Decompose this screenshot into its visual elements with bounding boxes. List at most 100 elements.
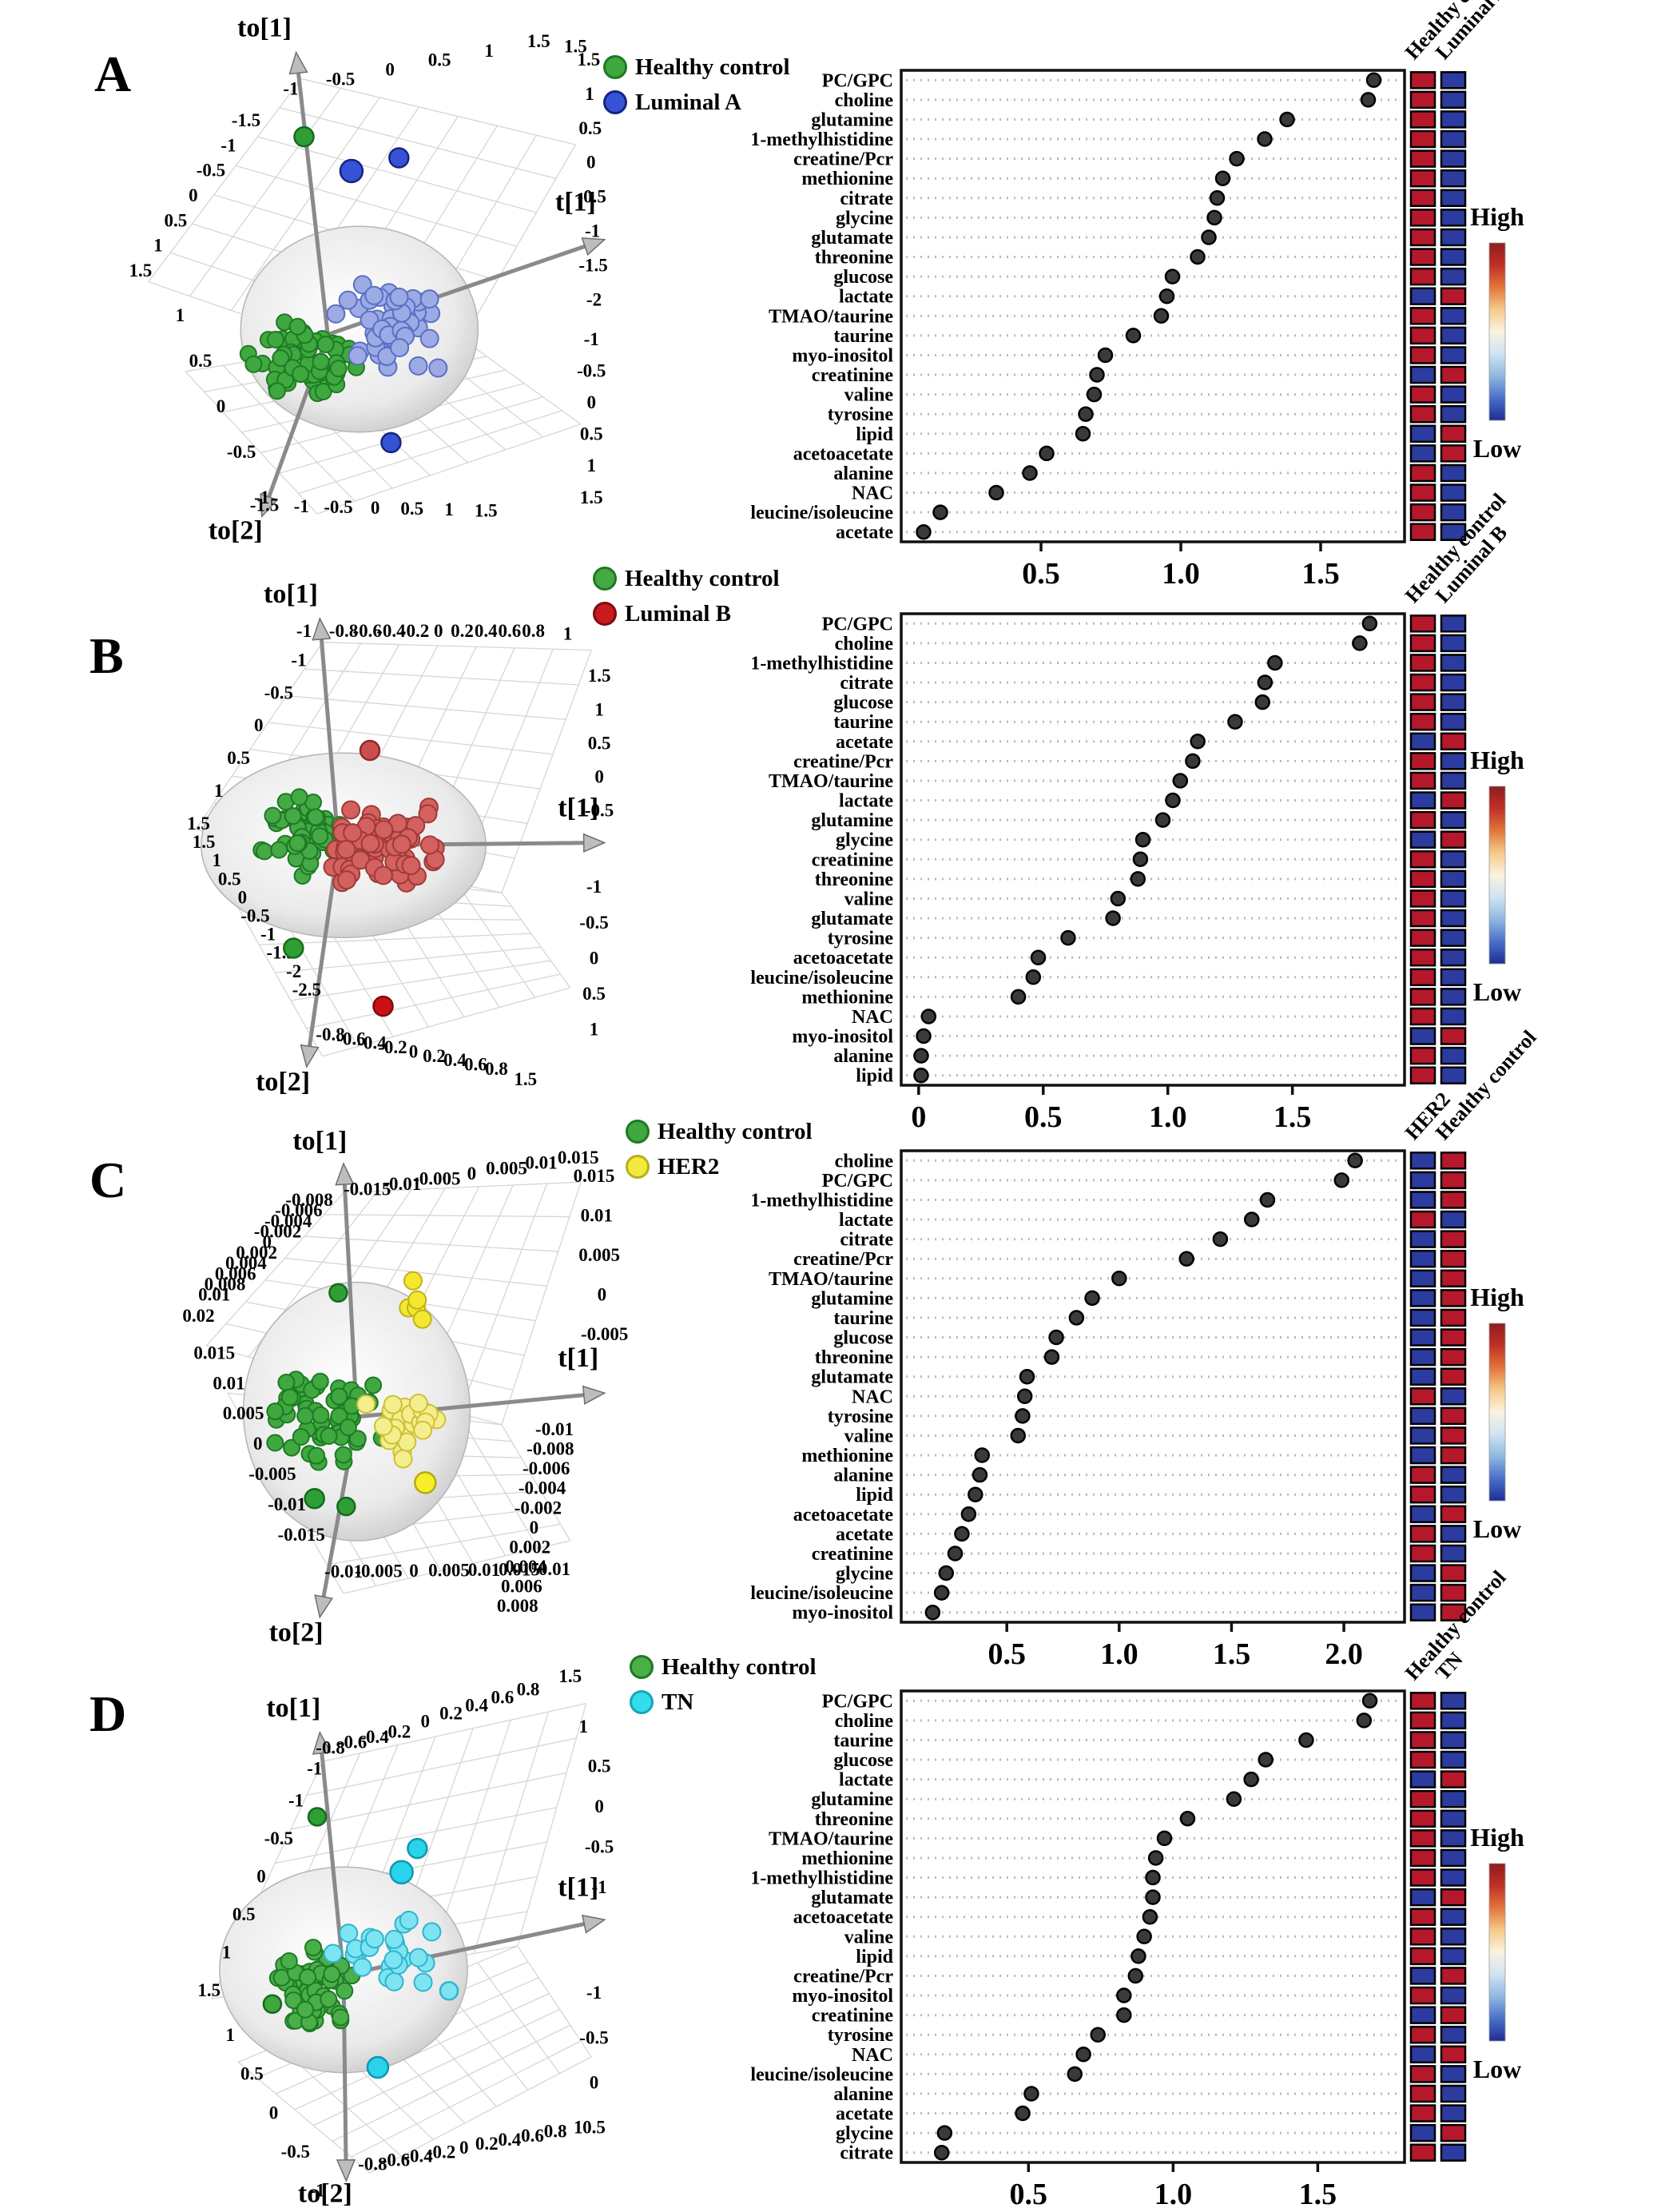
- vip-dot: [1145, 1869, 1161, 1886]
- heatmap-cell: [1409, 2025, 1436, 2044]
- metabolite-label: glutamate: [811, 1367, 893, 1388]
- x-tick-label: 1.5: [1299, 2178, 1337, 2211]
- metabolite-label: glutamine: [811, 1288, 893, 1309]
- heatmap-cell: [1409, 791, 1436, 810]
- vip-dot: [1360, 92, 1377, 108]
- score-tick-label: 0.8: [544, 2122, 567, 2142]
- scatter-point: [373, 865, 393, 885]
- metabolite-label: choline: [835, 1711, 894, 1732]
- vip-dot: [1243, 1771, 1259, 1788]
- heatmap-cell: [1440, 968, 1467, 987]
- score-tick-label: 0.5: [578, 118, 602, 138]
- scatter-point: [422, 1922, 442, 1942]
- vip-dot: [1015, 2105, 1031, 2122]
- score-tick-label: -0.8: [358, 2154, 387, 2174]
- down-axis-label: to[2]: [256, 1068, 310, 1097]
- score-tick-label: 0.4: [499, 2130, 522, 2150]
- scatter-point: [408, 356, 428, 376]
- vip-dot: [1025, 969, 1042, 985]
- heatmap-cell: [1409, 71, 1436, 90]
- heatmap-cell: [1440, 2143, 1467, 2162]
- heatmap-cell: [1409, 830, 1436, 849]
- heatmap-cell: [1440, 810, 1467, 830]
- vip-dot: [1190, 249, 1206, 265]
- vip-dot: [1361, 1693, 1378, 1709]
- heatmap-cell: [1440, 1066, 1467, 1084]
- score-tick-label: 0: [371, 498, 380, 518]
- heatmap-cell: [1440, 1868, 1467, 1887]
- heatmap-cell: [1409, 889, 1436, 908]
- score-tick-label: 0: [434, 621, 443, 641]
- legend-label: HER2: [658, 1153, 720, 1180]
- scatter-point: [272, 349, 290, 368]
- legend-swatch-healthy-control: [593, 567, 617, 591]
- score-tick-label: 1: [594, 699, 604, 719]
- heatmap-cell: [1440, 2104, 1467, 2122]
- heatmap-cell: [1409, 1789, 1436, 1808]
- heatmap-cell: [1440, 712, 1467, 731]
- legend-item: Healthy control: [630, 1649, 817, 1685]
- legend-item: Healthy control: [626, 1114, 813, 1149]
- heatmap-cell: [1440, 1387, 1467, 1406]
- score-tick-label: 0.006: [501, 1577, 542, 1597]
- vip-dot: [1111, 1271, 1127, 1287]
- score-tick-label: 1.5: [578, 50, 601, 70]
- heatmap-cell: [1440, 110, 1467, 129]
- vip-dot: [913, 1048, 929, 1064]
- legend-label: Healthy control: [662, 1653, 817, 1680]
- scatter-point: [338, 290, 358, 310]
- heatmap-cell: [1409, 209, 1436, 227]
- heatmap-cell: [1409, 968, 1436, 987]
- heatmap-cell: [1409, 1066, 1436, 1084]
- panel-label-B: B: [89, 627, 124, 684]
- heatmap-cell: [1409, 732, 1436, 751]
- heatmap-cell: [1409, 2123, 1436, 2142]
- vip-plot-box: [900, 1149, 1406, 1624]
- metabolite-label: threonine: [815, 248, 894, 269]
- score-plot-legend-B: Healthy control Luminal B: [593, 561, 780, 631]
- metabolite-label: leucine/isoleucine: [750, 968, 893, 989]
- scatter-point: [277, 1374, 296, 1392]
- score-tick-label: -0.8: [316, 1737, 344, 1757]
- panel-D: D to[1] t[1] to[2] -0.8 -0.6 -0.4 -0.2 0 0.2 0.4 0…: [0, 1566, 1661, 2212]
- heatmap-cell: [1440, 1564, 1467, 1582]
- score-tick-label: -1: [294, 496, 309, 516]
- metabolite-label: PC/GPC: [822, 1171, 893, 1192]
- heatmap-cell: [1409, 1525, 1436, 1543]
- heatmap-cell: [1409, 1152, 1436, 1170]
- heatmap-cell: [1440, 404, 1467, 424]
- x-tick-label: 1.0: [1154, 2178, 1193, 2211]
- score-tick-label: -0.4: [403, 2146, 433, 2166]
- scatter-point: [312, 1406, 330, 1424]
- score-tick-label: -0.015: [344, 1180, 391, 1199]
- metabolite-label: citrate: [840, 1230, 893, 1251]
- heatmap-cell: [1440, 1829, 1467, 1848]
- heatmap-cell: [1440, 287, 1467, 305]
- heatmap-cell: [1440, 1249, 1467, 1268]
- heatmap-cell: [1440, 483, 1467, 502]
- score-tick-label: 0: [385, 60, 395, 80]
- vip-dot: [1190, 734, 1206, 750]
- heatmap-cell: [1409, 869, 1436, 889]
- heatmap-cell: [1409, 810, 1436, 830]
- vip-dot: [1365, 72, 1382, 89]
- score-tick-label: 0: [217, 396, 226, 416]
- scatter-point: [383, 1950, 403, 1970]
- vip-dot: [1347, 1152, 1363, 1169]
- heatmap-cell: [1440, 228, 1467, 247]
- vip-dot: [1075, 426, 1091, 442]
- score-tick-label: -0.5: [585, 1837, 614, 1857]
- metabolite-label: PC/GPC: [822, 1691, 893, 1712]
- right-axis-label: t[1]: [555, 188, 596, 217]
- score-tick-label: -1: [307, 1759, 322, 1779]
- grid-line: [275, 1807, 557, 1864]
- score-tick-label: -0.006: [523, 1458, 570, 1478]
- heatmap-cell: [1409, 1406, 1436, 1426]
- metabolite-label: threonine: [815, 1809, 894, 1830]
- scatter-point: [348, 346, 368, 366]
- scatter-point: [360, 833, 380, 853]
- heatmap-cell: [1409, 1711, 1436, 1730]
- metabolite-label: leucine/isoleucine: [750, 1583, 893, 1604]
- score-tick-label: 0.02: [182, 1306, 214, 1326]
- heatmap-cell: [1409, 929, 1436, 947]
